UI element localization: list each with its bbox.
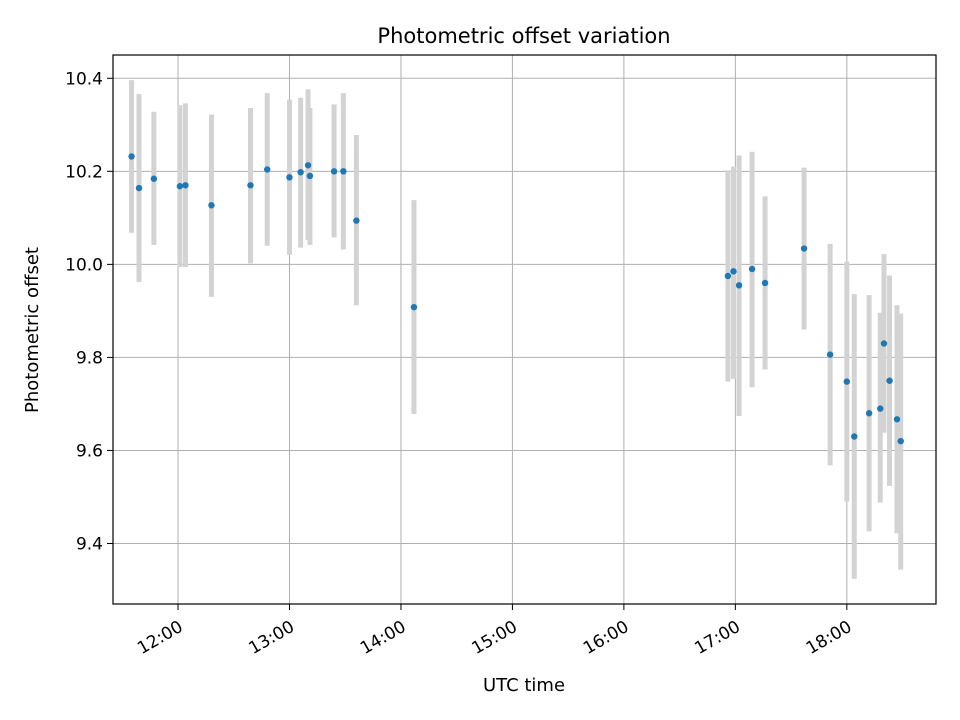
y-axis-label: Photometric offset (22, 247, 43, 413)
data-point (128, 153, 135, 160)
data-point (724, 272, 732, 280)
data-point (851, 433, 858, 440)
x-tick-label: 12:00 (134, 617, 186, 659)
x-tick-label: 15:00 (468, 617, 520, 659)
data-point (304, 162, 312, 169)
data-point (306, 172, 314, 180)
data-point (748, 265, 756, 273)
x-axis-label: UTC time (483, 675, 565, 696)
data-points (128, 153, 904, 445)
data-point (897, 437, 904, 445)
x-tick-label: 13:00 (246, 617, 298, 659)
y-tick-label: 9.8 (76, 348, 103, 368)
data-point (735, 282, 743, 289)
y-tick-label: 10.2 (65, 162, 103, 182)
x-axis: 12:00 13:00 14:00 15:00 16:00 17:00 18:00 (134, 604, 855, 659)
data-point (353, 217, 360, 224)
data-point (730, 268, 737, 275)
y-tick-label: 10.0 (65, 255, 103, 275)
data-point (877, 405, 884, 412)
plot-frame (112, 54, 937, 605)
data-point (340, 168, 347, 175)
x-tick-label: 18:00 (803, 617, 855, 659)
error-bars (129, 80, 904, 579)
data-point (263, 166, 271, 173)
data-point (826, 351, 834, 358)
data-point (286, 174, 293, 181)
y-tick-label: 9.4 (76, 535, 103, 555)
data-point (761, 279, 769, 287)
data-point (410, 303, 418, 311)
data-point (247, 182, 254, 189)
data-point (865, 410, 873, 417)
data-point (880, 340, 888, 347)
data-point (843, 378, 851, 385)
data-point (330, 168, 338, 175)
chart-title: Photometric offset variation (377, 24, 670, 48)
y-axis: 9.4 9.6 9.8 10.0 10.2 10.4 (65, 69, 113, 555)
x-tick-label: 16:00 (580, 617, 632, 659)
data-point (135, 184, 143, 192)
data-point (886, 377, 893, 384)
data-point (150, 175, 158, 182)
y-tick-label: 10.4 (65, 69, 103, 89)
x-tick-label: 17:00 (691, 617, 743, 659)
x-tick-label: 14:00 (357, 617, 409, 659)
data-point (176, 183, 184, 190)
data-point (182, 182, 189, 189)
data-point (800, 245, 808, 252)
data-point (893, 416, 901, 423)
data-point (208, 202, 215, 209)
data-point (297, 169, 304, 176)
grid (113, 55, 936, 604)
y-tick-label: 9.6 (76, 441, 103, 461)
